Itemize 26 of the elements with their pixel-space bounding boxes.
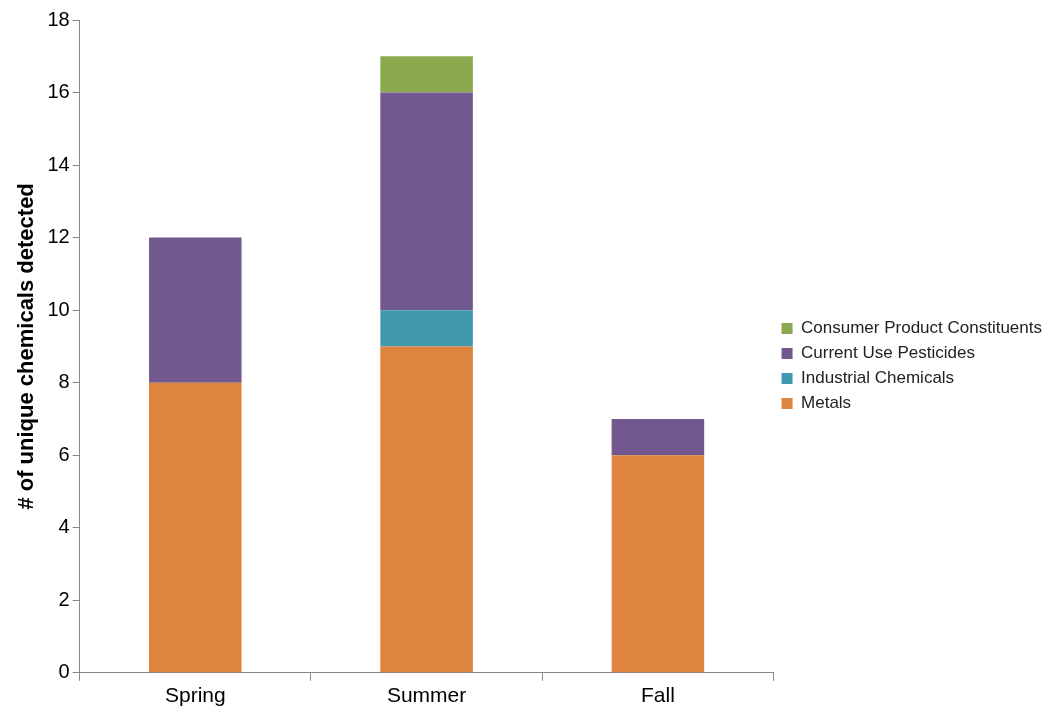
bar	[149, 237, 242, 383]
y-tick-label: 4	[58, 515, 70, 538]
y-tick-label: 16	[47, 80, 70, 103]
y-axis-title: # of unique chemicals detected	[13, 183, 39, 510]
legend-label: Metals	[801, 393, 852, 413]
legend-label: Consumer Product Constituents	[801, 318, 1043, 338]
y-tick-label: 8	[58, 370, 70, 393]
legend-label: Current Use Pesticides	[801, 343, 975, 363]
y-tick-label: 2	[58, 587, 70, 610]
y-tick-label: 0	[58, 660, 70, 683]
bar	[611, 455, 705, 673]
y-tick-label: 12	[47, 225, 70, 248]
y-tick-label: 18	[47, 7, 70, 30]
x-tick-label: Spring	[164, 683, 226, 707]
bar	[149, 382, 242, 673]
legend-label: Industrial Chemicals	[801, 368, 955, 388]
y-tick-label: 6	[58, 442, 70, 465]
y-tick-label: 14	[47, 152, 70, 175]
bar	[380, 310, 473, 347]
x-tick-label: Summer	[386, 683, 467, 707]
bar	[380, 92, 473, 311]
bar	[380, 346, 473, 673]
bar	[380, 56, 473, 93]
bar	[611, 418, 705, 456]
y-tick-label: 10	[47, 297, 70, 320]
x-tick-label: Fall	[640, 683, 675, 707]
